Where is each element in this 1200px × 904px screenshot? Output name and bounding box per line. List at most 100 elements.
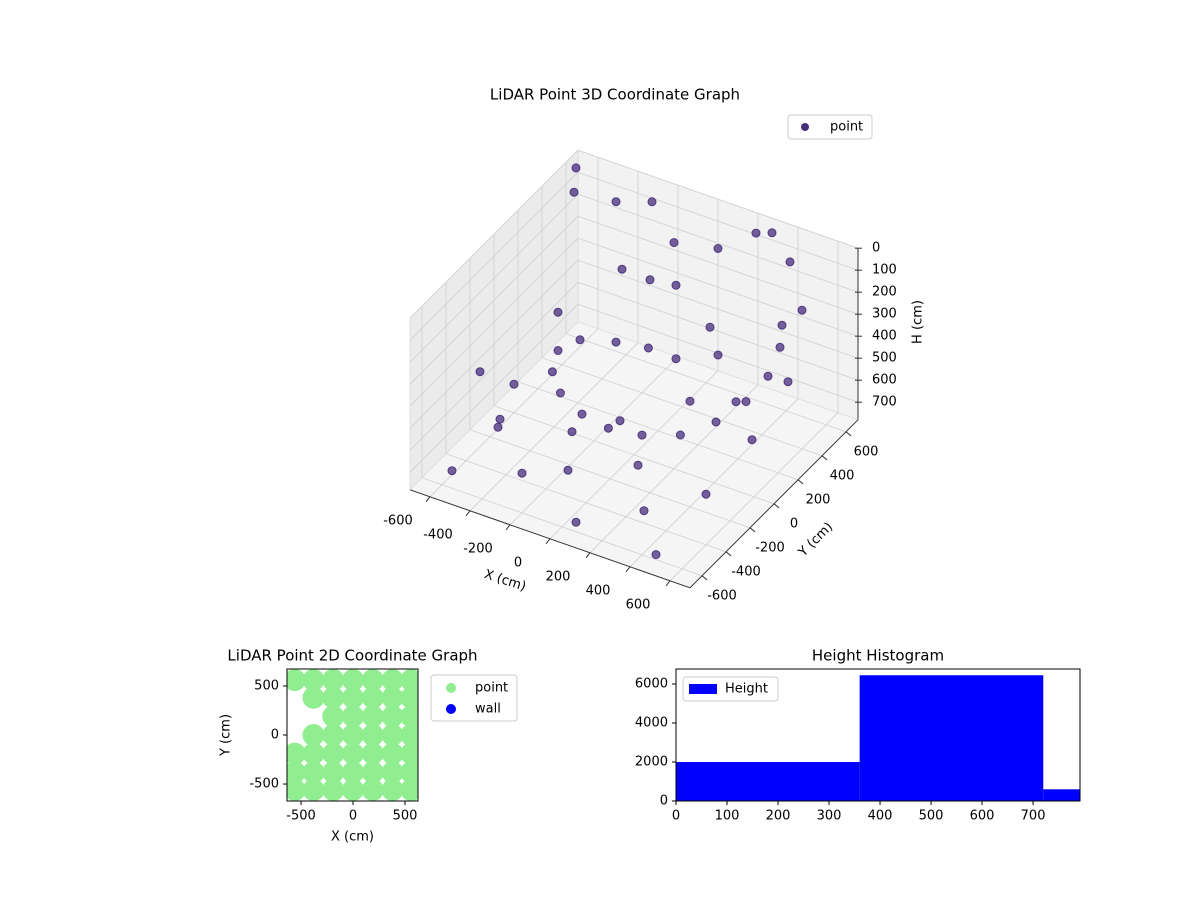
- data-point: [322, 761, 345, 784]
- data-point: [322, 669, 345, 692]
- x-tick: [545, 538, 551, 545]
- legend-label: point: [830, 120, 863, 135]
- data-point: [797, 305, 807, 315]
- y-tick: [845, 431, 852, 437]
- y-tick: [749, 527, 756, 533]
- grid-line: [577, 281, 859, 381]
- data-point: [617, 264, 627, 274]
- data-point: [302, 669, 325, 692]
- data-point: [342, 705, 365, 728]
- data-point: [671, 354, 681, 364]
- data-point: [731, 397, 741, 407]
- grid-line: [577, 193, 859, 293]
- data-point: [553, 346, 563, 355]
- data-point: [361, 705, 384, 728]
- data-point: [651, 550, 661, 560]
- data-point: [342, 669, 365, 692]
- legend-label: wall: [475, 702, 501, 717]
- data-point: [611, 197, 621, 207]
- data-point: [400, 669, 418, 692]
- data-point: [361, 724, 384, 746]
- data-point: [685, 396, 695, 406]
- data-point: [767, 228, 777, 238]
- data-point: [701, 489, 711, 499]
- x-tick-label: 600: [970, 809, 995, 824]
- z-tick-label: 700: [872, 395, 897, 410]
- y-tick: [821, 455, 828, 461]
- y-tick-label: -400: [731, 564, 761, 579]
- axes-frame: [675, 668, 1081, 802]
- data-point: [639, 506, 649, 516]
- data-point: [493, 422, 503, 432]
- x-tick-label: 400: [868, 809, 893, 824]
- y-tick-label: 400: [830, 468, 855, 483]
- data-point: [302, 761, 325, 784]
- grid-line: [577, 237, 859, 337]
- data-point: [645, 275, 655, 285]
- grid-line: [565, 333, 847, 433]
- grid-line: [409, 171, 579, 341]
- x-tick: [465, 510, 471, 517]
- data-point: [322, 686, 345, 709]
- x-tick-label: 0: [349, 809, 357, 824]
- x-tick-label: 700: [1021, 809, 1046, 824]
- grid-line: [409, 149, 579, 319]
- z-tick-label: 600: [872, 373, 897, 388]
- grid-line: [409, 215, 579, 385]
- data-point: [577, 409, 587, 419]
- data-point: [637, 430, 647, 440]
- data-point: [287, 742, 306, 765]
- data-point: [633, 460, 643, 470]
- grid-line: [493, 405, 775, 505]
- legend-marker: [446, 683, 456, 693]
- z-axis-label: H (cm): [911, 300, 926, 344]
- data-point: [783, 377, 793, 387]
- data-point: [361, 761, 384, 784]
- data-point: [711, 417, 721, 427]
- legend-swatch: [689, 684, 717, 694]
- data-point: [567, 427, 577, 437]
- data-point: [563, 465, 573, 475]
- data-point: [381, 705, 404, 728]
- data-point: [571, 163, 581, 173]
- data-point: [400, 742, 418, 765]
- y-tick: [797, 479, 804, 485]
- data-point: [381, 724, 404, 746]
- grid-line: [409, 259, 579, 429]
- data-point: [713, 244, 723, 253]
- data-point: [287, 669, 306, 692]
- data-point: [361, 742, 384, 765]
- histogram-bar: [676, 762, 860, 801]
- data-point: [763, 371, 773, 381]
- x-tick-label: 300: [817, 809, 842, 824]
- data-point: [603, 423, 613, 433]
- x-axis-label: X (cm): [331, 830, 374, 845]
- data-point: [381, 778, 404, 801]
- data-point: [400, 705, 418, 728]
- data-point: [302, 686, 325, 709]
- data-point: [287, 778, 306, 801]
- grid-line: [577, 259, 859, 359]
- data-point: [361, 669, 384, 692]
- data-point: [342, 686, 365, 709]
- y-tick-label: 0: [271, 728, 279, 743]
- data-point: [302, 724, 325, 746]
- grid-line: [577, 215, 859, 315]
- x-tick-label: 500: [919, 809, 944, 824]
- data-point: [302, 778, 325, 801]
- data-point: [302, 742, 325, 765]
- grid-line: [517, 381, 799, 481]
- x-tick-label: 400: [586, 583, 611, 598]
- data-point: [785, 257, 795, 267]
- data-point: [361, 778, 384, 801]
- data-point: [747, 435, 757, 445]
- y-tick-label: 6000: [635, 677, 668, 692]
- data-point: [342, 742, 365, 765]
- y-tick-label: -200: [755, 540, 785, 555]
- x-tick: [505, 524, 511, 531]
- x-tick-label: 0: [672, 809, 680, 824]
- data-point: [381, 742, 404, 765]
- grid-line: [409, 193, 579, 363]
- data-point: [569, 187, 579, 197]
- y-tick: [725, 551, 732, 557]
